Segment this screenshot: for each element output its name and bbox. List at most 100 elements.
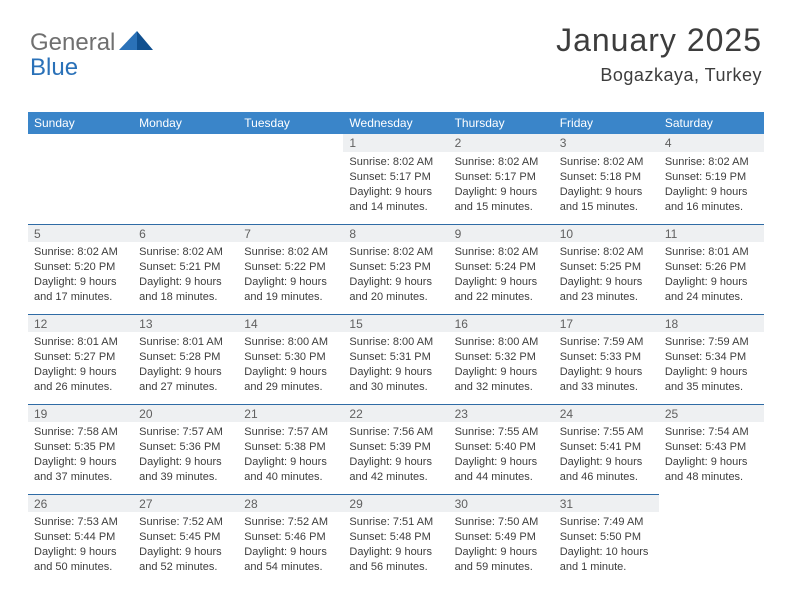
day-detail-line: Sunrise: 8:02 AM (665, 155, 758, 170)
day-detail-line: Sunrise: 7:57 AM (244, 425, 337, 440)
day-detail-line: Sunrise: 8:00 AM (455, 335, 548, 350)
day-detail-line: and 18 minutes. (139, 290, 232, 305)
day-details: Sunrise: 8:02 AMSunset: 5:18 PMDaylight:… (554, 152, 659, 218)
logo-text-general: General (30, 29, 115, 57)
day-details: Sunrise: 8:02 AMSunset: 5:17 PMDaylight:… (343, 152, 448, 218)
day-detail-line: and 59 minutes. (455, 560, 548, 575)
day-detail-line: Daylight: 9 hours (560, 365, 653, 380)
day-detail-line: and 33 minutes. (560, 380, 653, 395)
day-details: Sunrise: 8:02 AMSunset: 5:17 PMDaylight:… (449, 152, 554, 218)
day-detail-line: Sunset: 5:17 PM (455, 170, 548, 185)
day-details: Sunrise: 8:00 AMSunset: 5:31 PMDaylight:… (343, 332, 448, 398)
day-detail-line: Daylight: 9 hours (34, 545, 127, 560)
day-detail-line: Sunrise: 8:02 AM (455, 245, 548, 260)
day-detail-line: and 44 minutes. (455, 470, 548, 485)
day-detail-line: Sunset: 5:25 PM (560, 260, 653, 275)
day-details: Sunrise: 7:54 AMSunset: 5:43 PMDaylight:… (659, 422, 764, 488)
day-detail-line: Sunset: 5:36 PM (139, 440, 232, 455)
day-detail-line: and 39 minutes. (139, 470, 232, 485)
logo-text-blue: Blue (30, 54, 78, 82)
day-detail-line: Daylight: 9 hours (244, 545, 337, 560)
day-details: Sunrise: 8:00 AMSunset: 5:32 PMDaylight:… (449, 332, 554, 398)
day-detail-line: Sunrise: 7:59 AM (560, 335, 653, 350)
day-detail-line: Sunset: 5:49 PM (455, 530, 548, 545)
day-number: 16 (449, 314, 554, 332)
day-number: 9 (449, 224, 554, 242)
day-detail-line: Sunrise: 8:02 AM (139, 245, 232, 260)
calendar-day-cell: 8Sunrise: 8:02 AMSunset: 5:23 PMDaylight… (343, 224, 448, 314)
calendar-day-cell: 17Sunrise: 7:59 AMSunset: 5:33 PMDayligh… (554, 314, 659, 404)
day-detail-line: Sunrise: 7:59 AM (665, 335, 758, 350)
calendar-day-cell: 31Sunrise: 7:49 AMSunset: 5:50 PMDayligh… (554, 494, 659, 584)
day-detail-line: Daylight: 9 hours (560, 275, 653, 290)
day-detail-line: Sunset: 5:44 PM (34, 530, 127, 545)
day-details (28, 152, 133, 159)
day-detail-line: Sunrise: 7:56 AM (349, 425, 442, 440)
day-detail-line: Daylight: 9 hours (139, 275, 232, 290)
day-detail-line: Sunset: 5:41 PM (560, 440, 653, 455)
day-detail-line: Sunset: 5:43 PM (665, 440, 758, 455)
day-detail-line: and 52 minutes. (139, 560, 232, 575)
day-details: Sunrise: 7:57 AMSunset: 5:36 PMDaylight:… (133, 422, 238, 488)
day-details: Sunrise: 8:02 AMSunset: 5:22 PMDaylight:… (238, 242, 343, 308)
day-detail-line: Sunrise: 7:57 AM (139, 425, 232, 440)
day-detail-line: Sunrise: 8:02 AM (560, 155, 653, 170)
calendar-day-cell (133, 134, 238, 224)
day-detail-line: Sunset: 5:27 PM (34, 350, 127, 365)
day-detail-line: and 1 minute. (560, 560, 653, 575)
day-detail-line: Sunrise: 8:02 AM (34, 245, 127, 260)
calendar-week-row: 26Sunrise: 7:53 AMSunset: 5:44 PMDayligh… (28, 494, 764, 584)
calendar-day-cell: 7Sunrise: 8:02 AMSunset: 5:22 PMDaylight… (238, 224, 343, 314)
day-detail-line: and 46 minutes. (560, 470, 653, 485)
day-detail-line: and 56 minutes. (349, 560, 442, 575)
calendar-day-cell (28, 134, 133, 224)
day-detail-line: Sunrise: 8:01 AM (665, 245, 758, 260)
day-number: 31 (554, 494, 659, 512)
day-detail-line: Sunrise: 7:51 AM (349, 515, 442, 530)
day-detail-line: Daylight: 9 hours (244, 455, 337, 470)
day-number: 15 (343, 314, 448, 332)
day-detail-line: Sunrise: 7:53 AM (34, 515, 127, 530)
day-detail-line: Sunrise: 7:52 AM (139, 515, 232, 530)
day-details: Sunrise: 7:55 AMSunset: 5:40 PMDaylight:… (449, 422, 554, 488)
calendar-day-cell: 9Sunrise: 8:02 AMSunset: 5:24 PMDaylight… (449, 224, 554, 314)
day-detail-line: Sunrise: 8:00 AM (349, 335, 442, 350)
day-number: 26 (28, 494, 133, 512)
calendar-table: SundayMondayTuesdayWednesdayThursdayFrid… (28, 112, 764, 584)
day-number: 29 (343, 494, 448, 512)
day-details: Sunrise: 8:02 AMSunset: 5:23 PMDaylight:… (343, 242, 448, 308)
day-details: Sunrise: 8:02 AMSunset: 5:25 PMDaylight:… (554, 242, 659, 308)
day-detail-line: Daylight: 10 hours (560, 545, 653, 560)
day-detail-line: and 40 minutes. (244, 470, 337, 485)
day-detail-line: and 27 minutes. (139, 380, 232, 395)
day-detail-line: Sunrise: 8:02 AM (349, 155, 442, 170)
day-detail-line: Sunrise: 8:01 AM (34, 335, 127, 350)
day-detail-line: Sunset: 5:46 PM (244, 530, 337, 545)
day-details: Sunrise: 8:02 AMSunset: 5:20 PMDaylight:… (28, 242, 133, 308)
day-detail-line: and 15 minutes. (560, 200, 653, 215)
day-header: Saturday (659, 112, 764, 134)
day-detail-line: Daylight: 9 hours (455, 455, 548, 470)
day-detail-line: Sunset: 5:31 PM (349, 350, 442, 365)
day-detail-line: Sunset: 5:40 PM (455, 440, 548, 455)
day-details: Sunrise: 7:53 AMSunset: 5:44 PMDaylight:… (28, 512, 133, 578)
day-detail-line: Sunset: 5:50 PM (560, 530, 653, 545)
day-detail-line: Sunrise: 7:55 AM (455, 425, 548, 440)
day-detail-line: Sunset: 5:38 PM (244, 440, 337, 455)
logo-geo-icon (119, 28, 153, 57)
day-detail-line: Sunrise: 8:02 AM (349, 245, 442, 260)
day-detail-line: and 48 minutes. (665, 470, 758, 485)
day-detail-line: Sunrise: 8:01 AM (139, 335, 232, 350)
day-number: 17 (554, 314, 659, 332)
calendar-day-cell: 2Sunrise: 8:02 AMSunset: 5:17 PMDaylight… (449, 134, 554, 224)
day-number: 24 (554, 404, 659, 422)
calendar-day-cell: 19Sunrise: 7:58 AMSunset: 5:35 PMDayligh… (28, 404, 133, 494)
calendar-day-cell: 21Sunrise: 7:57 AMSunset: 5:38 PMDayligh… (238, 404, 343, 494)
day-detail-line: Sunrise: 7:54 AM (665, 425, 758, 440)
day-detail-line: Daylight: 9 hours (349, 185, 442, 200)
day-details: Sunrise: 7:58 AMSunset: 5:35 PMDaylight:… (28, 422, 133, 488)
day-detail-line: Sunset: 5:26 PM (665, 260, 758, 275)
title-block: January 2025 Bogazkaya, Turkey (556, 22, 762, 86)
day-header: Monday (133, 112, 238, 134)
calendar-day-cell: 4Sunrise: 8:02 AMSunset: 5:19 PMDaylight… (659, 134, 764, 224)
